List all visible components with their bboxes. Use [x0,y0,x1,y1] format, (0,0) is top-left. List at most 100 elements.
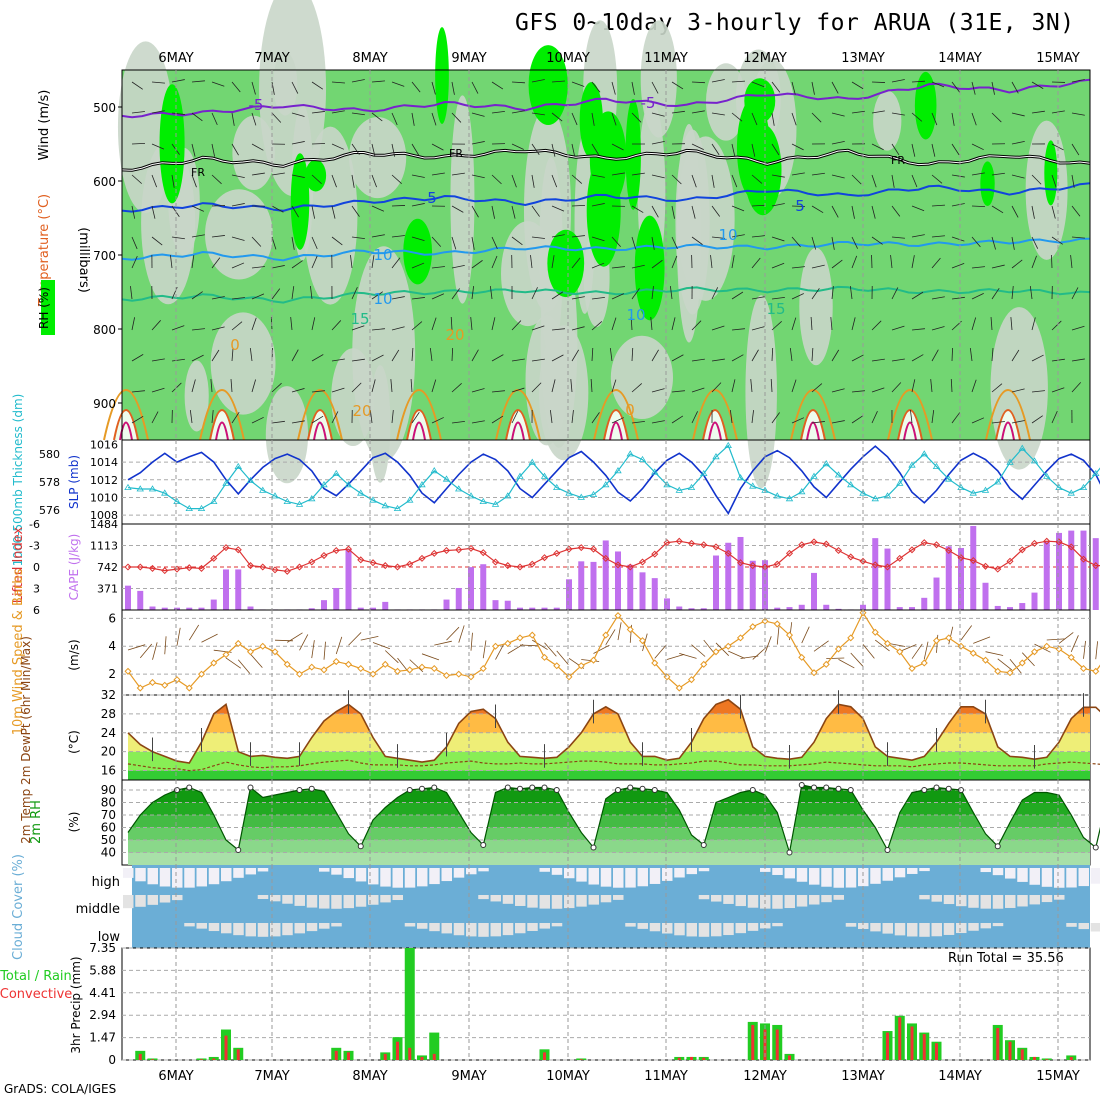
upper-wind-barb [871,320,882,331]
upper-wind-barb [1011,112,1025,117]
upper-wind-barb [1051,254,1053,269]
wind10m-point [1030,648,1039,656]
cloud-fraction-cell [331,868,342,875]
upper-wind-barb [531,112,545,116]
upper-wind-barb [711,112,725,116]
upper-wind-barb [570,379,573,393]
cloud-fraction-cell [564,895,575,909]
cape-bar [602,540,609,610]
thickness-point [161,489,169,496]
wind10m-point [479,664,487,673]
thickness-point [724,441,732,448]
upper-wind-barb [630,317,633,331]
lifted-index-line [128,540,1100,572]
cape-bar [247,606,254,610]
lifted-index-point [994,565,1002,573]
wind10m-point [969,649,977,657]
upper-wind-barb [691,205,696,219]
upper-wind-barb [891,287,899,300]
upper-wind-barb [131,142,146,145]
thickness-point [357,489,365,496]
temp-tick-label: 20 [101,745,116,759]
cloud-fraction-cell [772,868,783,875]
upper-wind-barb [971,143,984,151]
thickness-point [504,492,512,499]
upper-wind-barb [451,264,465,269]
precip-convective-label: Convective [0,987,72,1002]
cape-bar [884,548,891,610]
cloud-fraction-cell [613,895,624,900]
upper-wind-barb [751,257,761,269]
upper-wind-barb [1011,388,1025,393]
upper-wind-barb [731,112,743,122]
cloud-fraction-cell [490,895,501,902]
cloud-fraction-cell [208,923,220,932]
rh-saturated-region [914,71,937,140]
wind10m-point [675,684,683,692]
rh2m-point [749,787,756,793]
thickness-point [234,462,242,469]
lifted-index-point [736,559,745,567]
upper-wind-barb [471,420,485,424]
thickness-point [969,489,977,496]
cloud-fraction-cell [564,868,575,879]
cloud-fraction-cell [453,923,465,936]
upper-wind-barb [849,286,853,300]
lifted-index-point [259,563,267,571]
upper-wind-barb [1031,354,1044,362]
rh2m-units-label: (%) [67,812,81,833]
wind10m-barb [838,658,855,669]
upper-wind-barb [791,112,797,126]
cape-bar [615,551,621,610]
upper-wind-barb [471,349,479,362]
cloud-fraction-cell [184,923,195,927]
upper-wind-barb [791,143,804,151]
upper-wind-barb [591,236,605,242]
cloud-fraction-cell [943,923,955,935]
upper-wind-barb [291,174,305,178]
upper-wind-barb [851,174,862,185]
upper-wind-barb [491,390,505,393]
upper-wind-barb [571,204,586,207]
isotherm-25 [307,409,333,441]
upper-wind-barb [791,417,805,424]
cape-bar [982,582,989,610]
cloud-fraction-cell [649,868,661,884]
cloud-fraction-cell [919,895,930,900]
rh2m-point [590,844,597,851]
wind10m-point [834,645,843,653]
wind10m-point [932,637,941,645]
cloud-fraction-cell [821,895,832,903]
wind10m-barb [654,644,667,659]
upper-wind-barb [131,174,142,184]
cloud-fraction-cell [858,868,869,887]
upper-wind-barb [311,354,324,362]
upper-wind-barb [471,260,483,269]
lifted-index-point [430,549,438,557]
upper-wind-barb [871,236,883,245]
cloud-fraction-cell [1066,923,1077,927]
upper-wind-barb [931,410,935,424]
wind10m-point [442,671,451,680]
lifted-index-point [969,557,977,565]
cloud-fraction-cell [747,923,759,931]
wind10m-units-label: (m/s) [67,639,81,670]
upper-wind-barb [471,286,475,300]
cloud-fraction-cell [809,895,820,905]
upper-wind-barb [491,415,504,424]
rh2m-point [994,843,1001,850]
upper-wind-barb [751,204,766,207]
cape-bar [357,607,364,610]
upper-wind-barb [771,262,785,269]
cloud-fraction-cell [233,923,244,936]
upper-wind-barb [291,260,303,269]
upper-wind-barb [911,143,916,157]
upper-wind-barb [1071,382,1082,393]
upper-wind-barb [891,325,905,331]
upper-wind-barb [631,288,640,300]
cape-bar [186,607,193,610]
upper-wind-barb [931,296,945,300]
upper-wind-barb [591,412,600,424]
wind10m-barb [728,650,745,659]
upper-wind-barb [911,205,925,212]
